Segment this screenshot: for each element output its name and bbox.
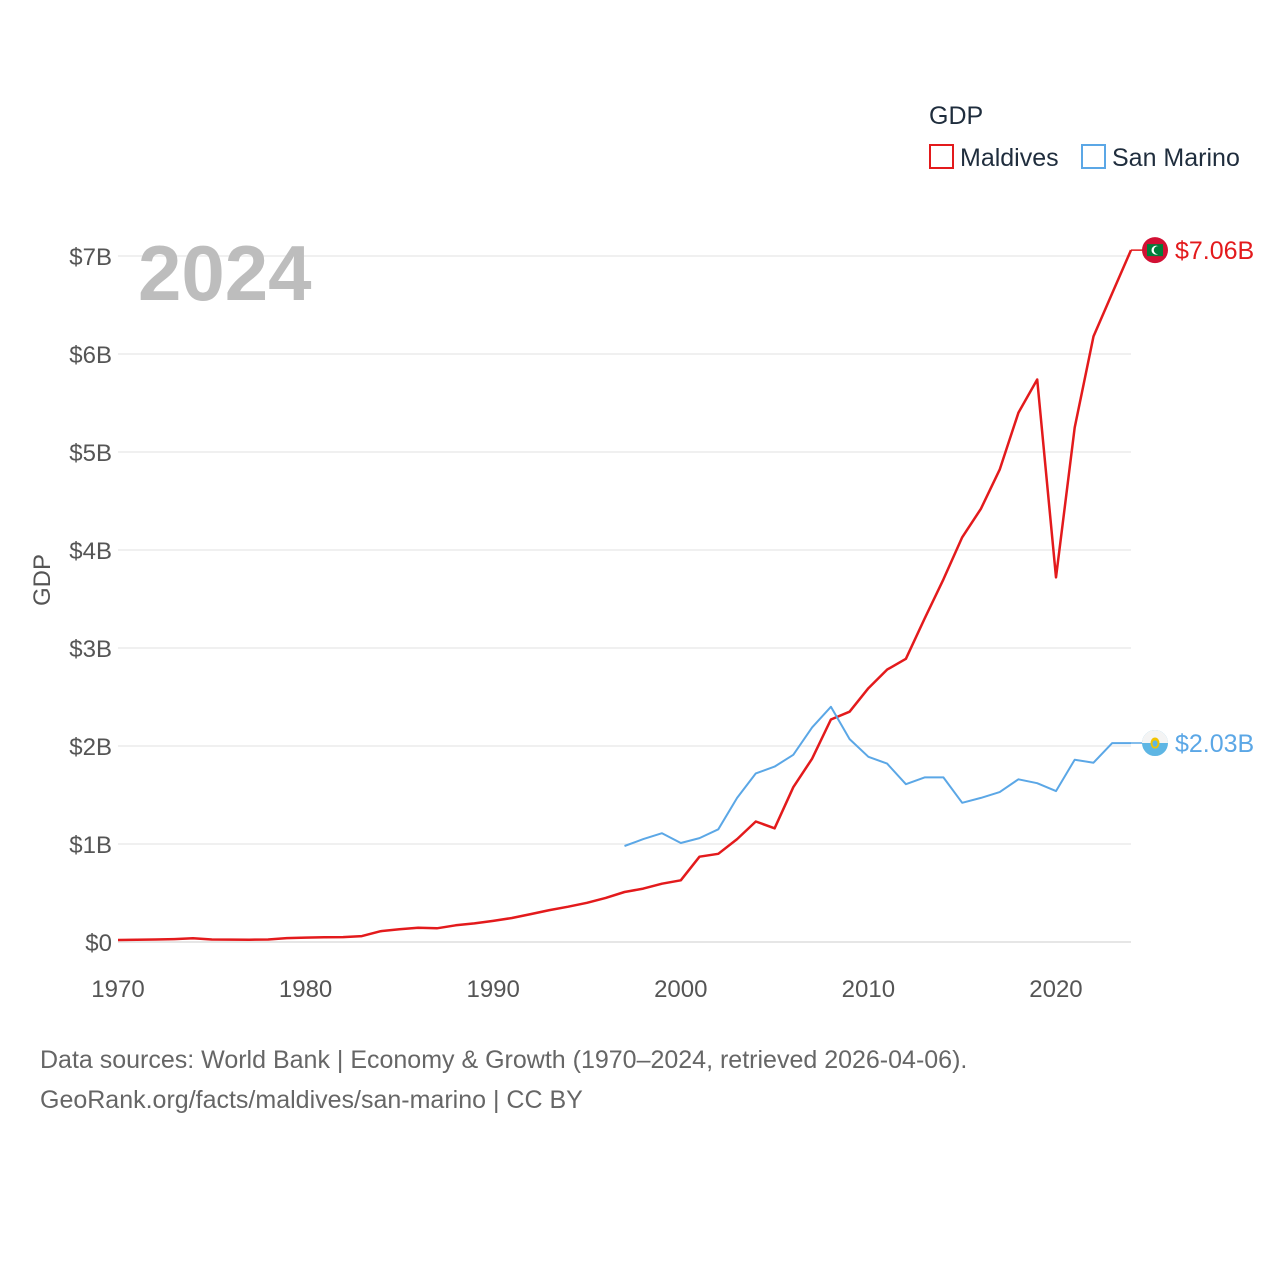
flag-crescent-cut <box>1153 246 1162 255</box>
grid-lines <box>118 255 1131 943</box>
legend-item-maldives[interactable]: Maldives <box>929 144 1059 172</box>
flag-white-half <box>1142 730 1168 744</box>
x-tick-label: 2020 <box>1029 976 1082 1003</box>
legend: GDP Maldives San Marino <box>929 102 1240 172</box>
series-lines <box>117 249 1133 942</box>
x-axis-ticks: 1970 1980 1990 2000 2010 2020 <box>91 976 1082 1003</box>
y-tick-label: $0 <box>85 930 112 957</box>
legend-swatch-maldives <box>929 144 954 169</box>
gdp-chart: $0 $1B $2B $3B $4B $5B $6B $7B 1970 1980 1990 2000… <box>29 102 1254 1003</box>
data-source-text: Data sources: World Bank | Economy & Gro… <box>40 1046 968 1074</box>
y-tick-label: $4B <box>69 538 112 565</box>
end-markers: $7.06B $2.03B <box>1131 237 1254 758</box>
series-line-san-marino <box>624 705 1131 847</box>
y-tick-label: $2B <box>69 734 112 761</box>
legend-label-maldives: Maldives <box>960 144 1059 172</box>
y-tick-label: $3B <box>69 636 112 663</box>
x-tick-label: 1990 <box>466 976 519 1003</box>
footer: Data sources: World Bank | Economy & Gro… <box>40 1040 967 1120</box>
legend-title: GDP <box>929 102 983 130</box>
maldives-flag-icon <box>1142 237 1168 264</box>
legend-label-san-marino: San Marino <box>1112 144 1240 172</box>
x-tick-label: 1980 <box>279 976 332 1003</box>
x-tick-label: 2000 <box>654 976 707 1003</box>
san-marino-flag-icon <box>1142 730 1168 757</box>
x-tick-label: 1970 <box>91 976 144 1003</box>
x-tick-label: 2010 <box>842 976 895 1003</box>
series-line-maldives <box>117 249 1133 942</box>
y-tick-label: $6B <box>69 342 112 369</box>
y-tick-label: $7B <box>69 244 112 271</box>
source-url-text: GeoRank.org/facts/maldives/san-marino | … <box>40 1086 583 1114</box>
legend-swatch-san-marino <box>1081 144 1106 169</box>
legend-item-san-marino[interactable]: San Marino <box>1081 144 1240 172</box>
y-axis-ticks: $0 $1B $2B $3B $4B $5B $6B $7B <box>69 244 112 957</box>
flag-emblem-inner <box>1152 740 1158 747</box>
year-label: 2024 <box>138 229 312 317</box>
end-value-label-maldives: $7.06B <box>1175 237 1254 265</box>
y-tick-label: $1B <box>69 832 112 859</box>
y-tick-label: $5B <box>69 440 112 467</box>
y-axis-label: GDP <box>29 554 56 606</box>
end-value-label-san-marino: $2.03B <box>1175 730 1254 758</box>
